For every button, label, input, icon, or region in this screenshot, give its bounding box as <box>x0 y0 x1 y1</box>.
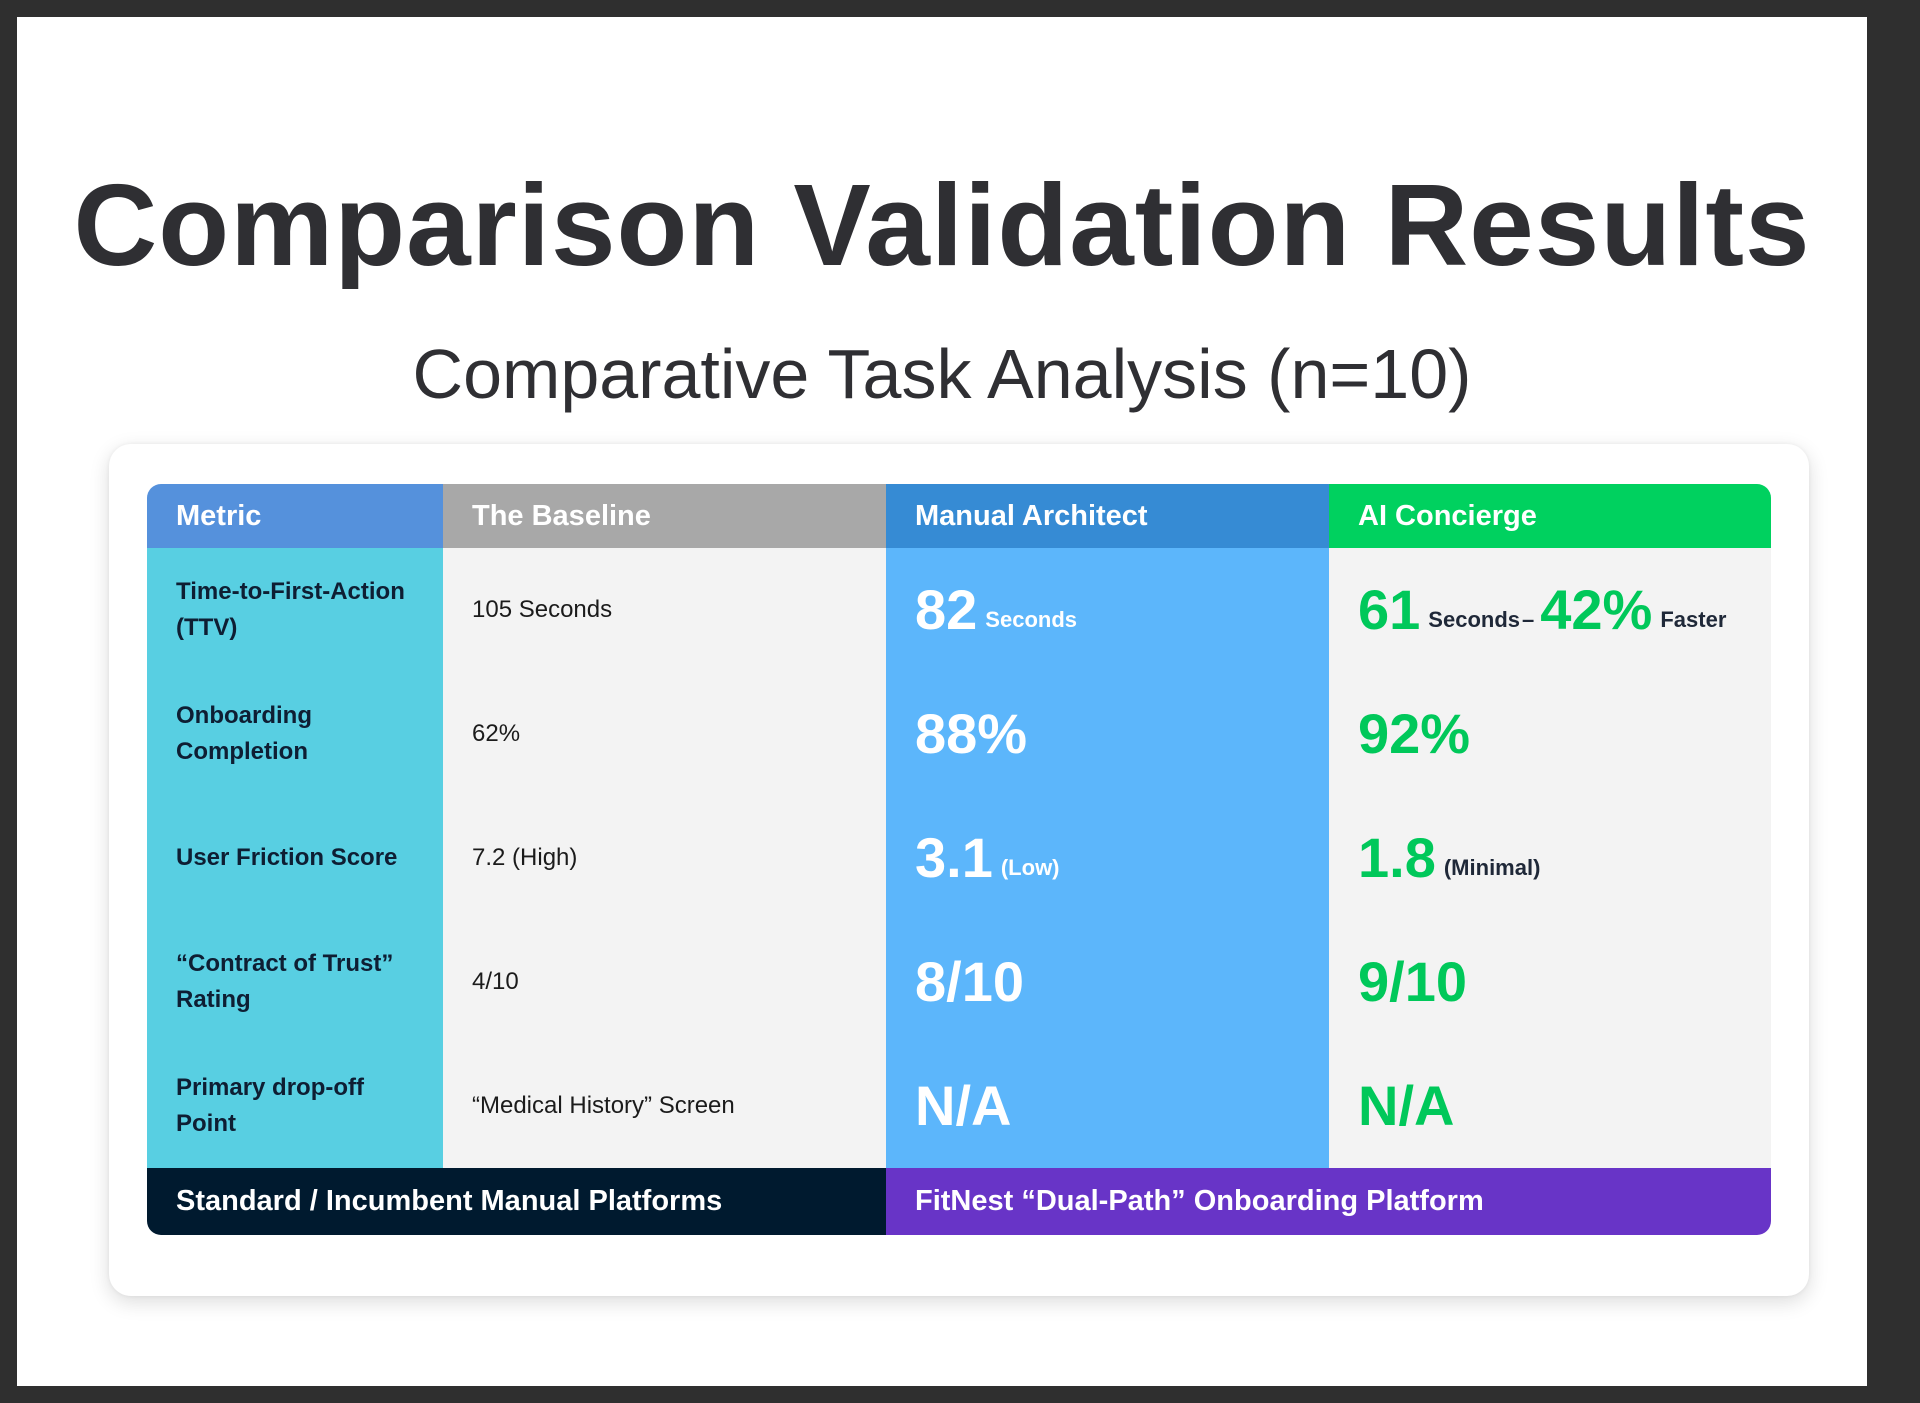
table-card: Metric The Baseline Manual Architect AI … <box>109 444 1809 1296</box>
footer-fitnest-platform: FitNest “Dual-Path” Onboarding Platform <box>886 1168 1771 1235</box>
page-subtitle: Comparative Task Analysis (n=10) <box>412 335 1472 413</box>
baseline-cell-ttv: 105 Seconds <box>443 548 886 672</box>
manual-cell-trust: 8/10 <box>886 920 1329 1044</box>
slide: Comparison Validation Results Comparativ… <box>17 17 1867 1386</box>
ai-improvement: 42% <box>1540 578 1653 641</box>
manual-unit: Seconds <box>985 607 1077 632</box>
footer-incumbent-platforms: Standard / Incumbent Manual Platforms <box>147 1168 886 1235</box>
header-ai-concierge: AI Concierge <box>1329 484 1771 548</box>
metric-cell-friction: User Friction Score <box>147 796 443 920</box>
ai-unit: Seconds <box>1428 607 1520 632</box>
metric-cell-dropoff: Primary drop-off Point <box>147 1044 443 1168</box>
manual-value: 3.1 <box>915 826 993 889</box>
manual-cell-friction: 3.1 (Low) <box>886 796 1329 920</box>
ai-qualifier: (Minimal) <box>1443 855 1541 880</box>
ai-cell-ttv: 61 Seconds – 42% Faster <box>1329 548 1771 672</box>
manual-value: 8/10 <box>915 950 1024 1013</box>
metric-cell-ttv: Time-to-First-Action (TTV) <box>147 548 443 672</box>
manual-value: 82 <box>915 578 978 641</box>
baseline-cell-friction: 7.2 (High) <box>443 796 886 920</box>
ai-separator: – <box>1522 607 1535 632</box>
page-title: Comparison Validation Results <box>73 160 1811 290</box>
manual-value: 88% <box>915 702 1028 765</box>
comparison-table: Metric The Baseline Manual Architect AI … <box>147 484 1771 1235</box>
ai-value: 61 <box>1358 578 1421 641</box>
ai-value: N/A <box>1358 1074 1455 1137</box>
ai-cell-trust: 9/10 <box>1329 920 1771 1044</box>
ai-value: 92% <box>1358 702 1471 765</box>
baseline-cell-dropoff: “Medical History” Screen <box>443 1044 886 1168</box>
metric-cell-completion: Onboarding Completion <box>147 672 443 796</box>
manual-qualifier: (Low) <box>1000 855 1060 880</box>
ai-value: 9/10 <box>1358 950 1467 1013</box>
header-metric: Metric <box>147 484 443 548</box>
ai-improvement-label: Faster <box>1660 607 1727 632</box>
ai-cell-friction: 1.8 (Minimal) <box>1329 796 1771 920</box>
baseline-cell-completion: 62% <box>443 672 886 796</box>
manual-cell-ttv: 82 Seconds <box>886 548 1329 672</box>
manual-cell-completion: 88% <box>886 672 1329 796</box>
ai-cell-completion: 92% <box>1329 672 1771 796</box>
manual-value: N/A <box>915 1074 1012 1137</box>
header-manual-architect: Manual Architect <box>886 484 1329 548</box>
header-baseline: The Baseline <box>443 484 886 548</box>
metric-cell-trust: “Contract of Trust” Rating <box>147 920 443 1044</box>
baseline-cell-trust: 4/10 <box>443 920 886 1044</box>
manual-cell-dropoff: N/A <box>886 1044 1329 1168</box>
ai-value: 1.8 <box>1358 826 1436 889</box>
ai-cell-dropoff: N/A <box>1329 1044 1771 1168</box>
